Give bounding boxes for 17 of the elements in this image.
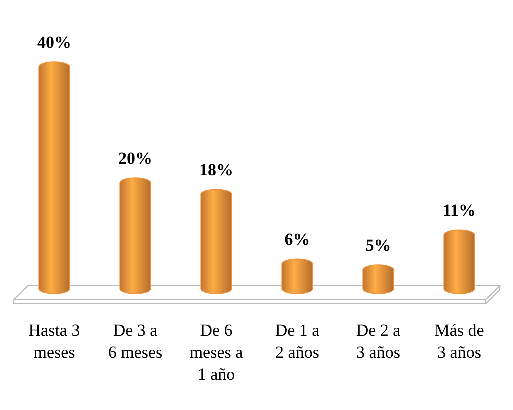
x-tick-label: Hasta 3 meses (28, 321, 80, 362)
x-tick-label: Más de 3 años (434, 321, 484, 362)
data-label: 40% (38, 33, 72, 52)
data-label: 6% (284, 230, 310, 250)
bar (444, 230, 476, 294)
x-tick-label: De 1 a 2 años (275, 321, 320, 362)
x-tick-label: De 3 a 6 meses (108, 321, 163, 362)
bar (200, 189, 232, 294)
data-label: 11% (442, 201, 476, 220)
x-tick-label: De 6 meses a 1 año (190, 321, 244, 384)
data-label: 5% (366, 236, 392, 255)
x-tick-label: De 2 a 3 años (356, 321, 402, 362)
bar (282, 258, 314, 294)
bar (120, 178, 152, 294)
bar (38, 62, 70, 294)
data-label: 18% (200, 160, 234, 180)
data-label: 20% (118, 149, 152, 168)
